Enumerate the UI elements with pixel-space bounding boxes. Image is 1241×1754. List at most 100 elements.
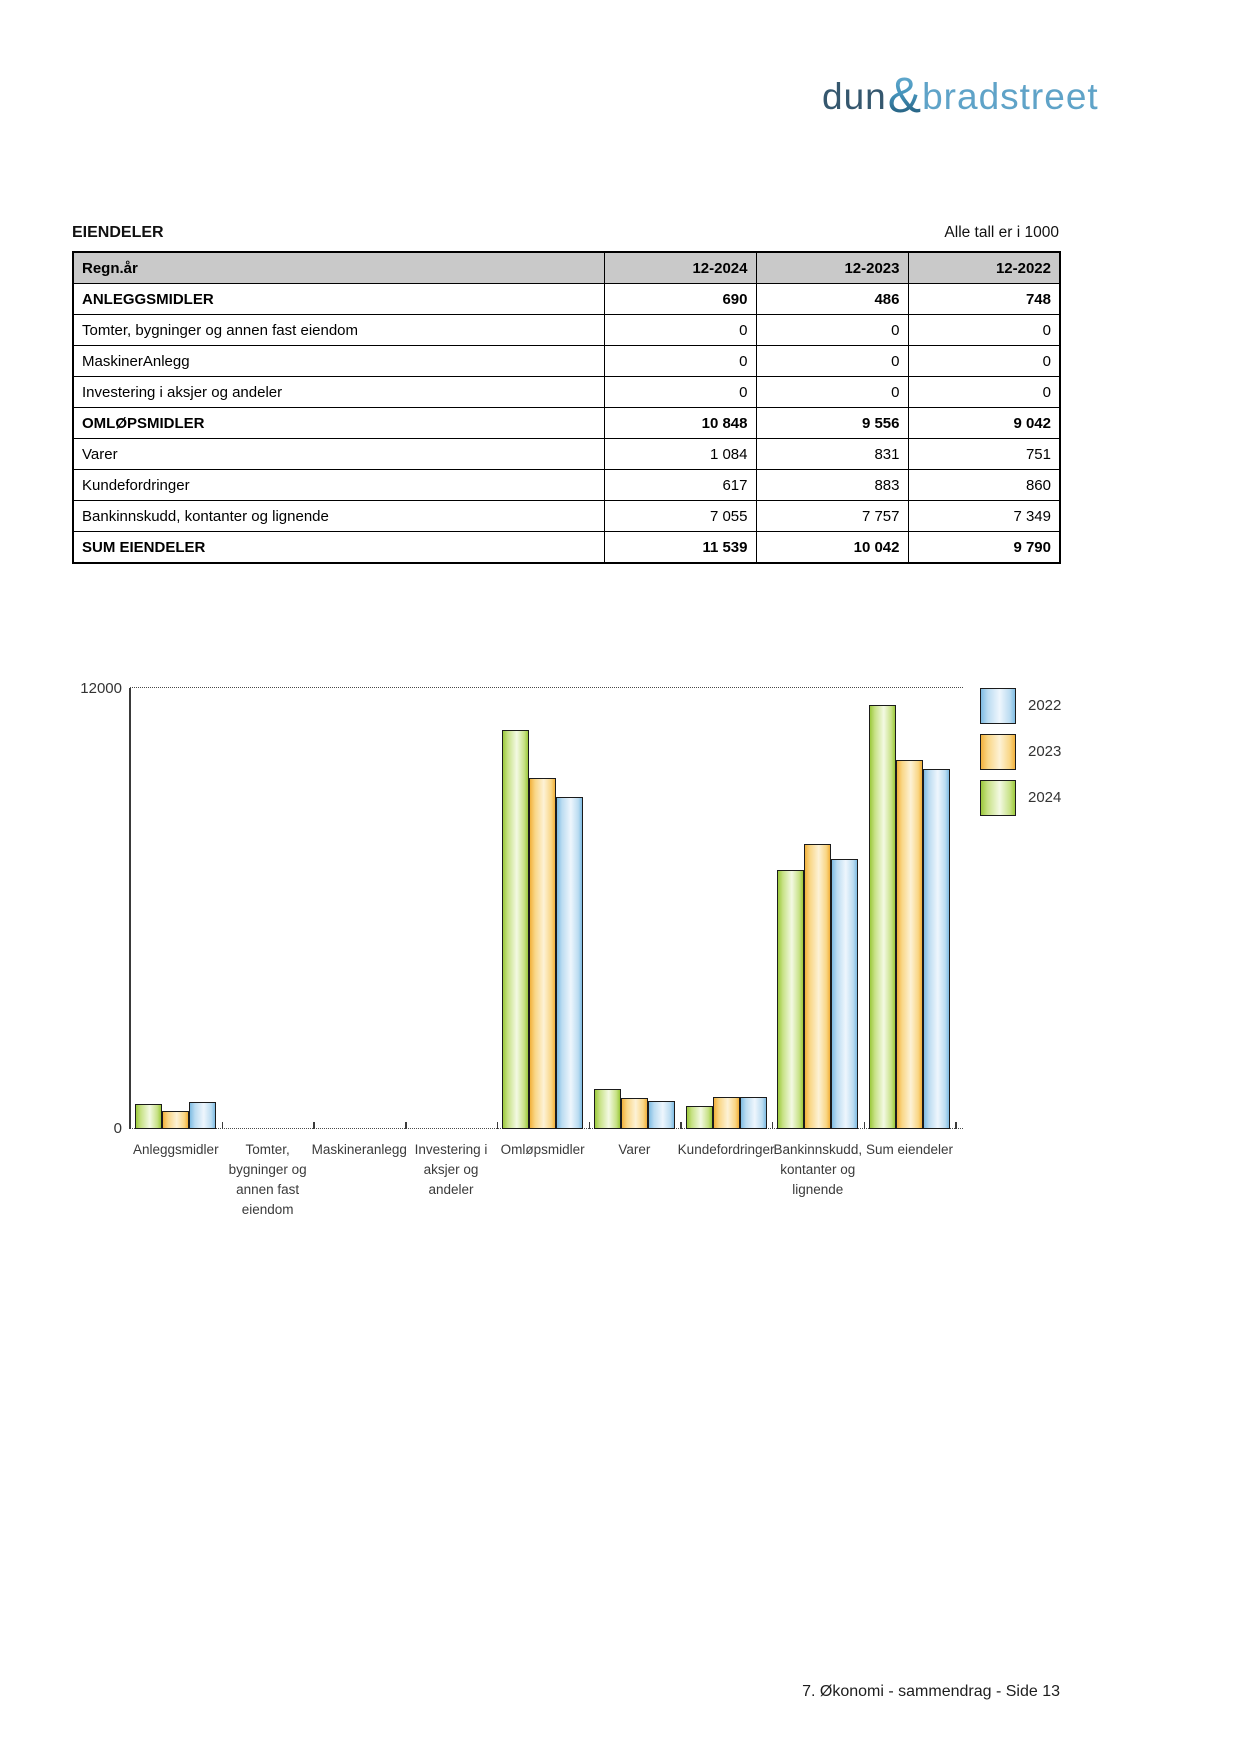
row-value: 0: [603, 345, 757, 377]
row-value: 9 556: [755, 407, 909, 439]
category-label: Sum eiendeler: [865, 1142, 954, 1157]
row-value: 0: [907, 345, 1061, 377]
row-value: 0: [755, 314, 909, 346]
x-axis-baseline: [130, 1128, 963, 1129]
legend-label-2022: 2022: [1028, 697, 1062, 714]
table-row: Tomter, bygninger og annen fast eiendom 0…: [72, 314, 1061, 346]
row-value: 0: [603, 376, 757, 408]
page-footer: 7. Økonomi - sammendrag - Side 13: [802, 1683, 1060, 1700]
category-label: Tomter, bygninger og annen fast eiendom: [228, 1142, 307, 1217]
table-row: Varer 1 084 831 751: [72, 438, 1061, 470]
table-row: SUM EIENDELER 11 539 10 042 9 790: [72, 531, 1061, 564]
row-value: 860: [907, 469, 1061, 501]
category-label: Bankinnskudd, kontanter og lignende: [773, 1142, 863, 1197]
bar-2023-Sum eiendeler: [896, 760, 923, 1129]
gridline-12000: [130, 687, 963, 688]
category-label: Investering i aksjer og andeler: [414, 1142, 488, 1197]
category-label: Anleggsmidler: [133, 1142, 219, 1157]
table-row: Investering i aksjer og andeler 0 0 0: [72, 376, 1061, 408]
bar-2023-Kundefordringer: [712, 1097, 740, 1129]
table-header-row: Regn.år 12-2024 12-2023 12-2022: [72, 251, 1061, 284]
row-value: 0: [755, 376, 909, 408]
bar-2024-Anleggsmidler: [135, 1104, 163, 1129]
legend-swatch-2023: [980, 734, 1016, 770]
row-value: 9 042: [907, 407, 1061, 439]
row-label: Bankinnskudd, kontanter og lignende: [72, 500, 605, 532]
bar-2023-Anleggsmidler: [162, 1111, 190, 1129]
bar-2023-Varer: [620, 1098, 648, 1129]
bar-2022-Omløpsmidler: [556, 797, 584, 1129]
axis-tick: [496, 1122, 499, 1129]
bar-2022-Anleggsmidler: [189, 1102, 217, 1129]
row-value: 831: [755, 438, 909, 470]
category-label: Maskineranlegg: [311, 1142, 407, 1157]
row-value: 617: [603, 469, 757, 501]
column-header: 12-2023: [755, 251, 909, 284]
row-label: Kundefordringer: [72, 469, 605, 501]
table-body: ANLEGGSMIDLER 690 486 748 Tomter, bygninger …: [72, 283, 1061, 564]
bar-2022-Sum eiendeler: [923, 769, 950, 1129]
row-value: 11 539: [603, 531, 757, 564]
row-value: 7 055: [603, 500, 757, 532]
row-label: Investering i aksjer og andeler: [72, 376, 605, 408]
row-value: 0: [755, 345, 909, 377]
table-row: MaskinerAnlegg 0 0 0: [72, 345, 1061, 377]
row-label: MaskinerAnlegg: [72, 345, 605, 377]
legend-swatch-2024: [980, 780, 1016, 816]
legend-swatch-2022: [980, 688, 1016, 724]
assets-table: Regn.år 12-2024 12-2023 12-2022 ANLEGGSMIDL…: [72, 251, 1061, 564]
column-header: 12-2022: [907, 251, 1061, 284]
bar-2024-Kundefordringer: [685, 1106, 713, 1129]
row-value: 486: [755, 283, 909, 315]
table-row: Bankinnskudd, kontanter og lignende 7 055…: [72, 500, 1061, 532]
bar-2023-Omløpsmidler: [529, 778, 557, 1129]
column-header: 12-2024: [603, 251, 757, 284]
axis-tick: [221, 1122, 224, 1129]
axis-tick: [680, 1122, 682, 1129]
logo-text-bradstreet: bradstreet: [922, 76, 1099, 117]
category-label: Kundefordringer: [677, 1142, 775, 1157]
bar-2024-Omløpsmidler: [502, 730, 530, 1129]
row-value: 7 757: [755, 500, 909, 532]
row-label: Tomter, bygninger og annen fast eiendom: [72, 314, 605, 346]
row-label: Varer: [72, 438, 605, 470]
logo-text-dun: dun: [822, 76, 887, 117]
row-value: 0: [907, 314, 1061, 346]
category-label: Omløpsmidler: [500, 1142, 585, 1157]
page-title: EIENDELER: [72, 224, 164, 241]
bar-2024-Sum eiendeler: [869, 705, 896, 1129]
table-row: ANLEGGSMIDLER 690 486 748: [72, 283, 1061, 315]
axis-tick: [588, 1122, 590, 1129]
table-row: OMLØPSMIDLER 10 848 9 556 9 042: [72, 407, 1061, 439]
axis-tick: [863, 1122, 866, 1129]
bar-2022-Bankinnskudd, kontanter og lignende: [831, 859, 859, 1129]
bar-2024-Bankinnskudd, kontanter og lignende: [777, 870, 805, 1129]
row-label: OMLØPSMIDLER: [72, 407, 605, 439]
row-value: 1 084: [603, 438, 757, 470]
row-label: SUM EIENDELER: [72, 531, 605, 564]
axis-tick: [771, 1122, 774, 1129]
units-note: Alle tall er i 1000: [944, 224, 1059, 241]
bar-2022-Kundefordringer: [739, 1097, 767, 1129]
legend-label-2023: 2023: [1028, 743, 1062, 760]
y-max-label: 12000: [80, 680, 122, 697]
row-label: ANLEGGSMIDLER: [72, 283, 605, 315]
row-value: 751: [907, 438, 1061, 470]
row-value: 7 349: [907, 500, 1061, 532]
axis-tick: [955, 1122, 957, 1129]
row-value: 0: [907, 376, 1061, 408]
row-value: 9 790: [907, 531, 1061, 564]
axis-tick: [313, 1122, 315, 1129]
dun-and-bradstreet-logo: dun & bradstreet: [822, 67, 1098, 123]
logo-ampersand-icon: &: [887, 67, 922, 123]
row-value: 748: [907, 283, 1061, 315]
bar-2023-Bankinnskudd, kontanter og lignende: [804, 844, 832, 1129]
column-header: Regn.år: [72, 251, 605, 284]
row-value: 10 848: [603, 407, 757, 439]
category-label: Varer: [618, 1142, 651, 1157]
bar-2024-Varer: [593, 1089, 621, 1129]
row-value: 883: [755, 469, 909, 501]
row-value: 10 042: [755, 531, 909, 564]
y-min-label: 0: [113, 1120, 122, 1137]
